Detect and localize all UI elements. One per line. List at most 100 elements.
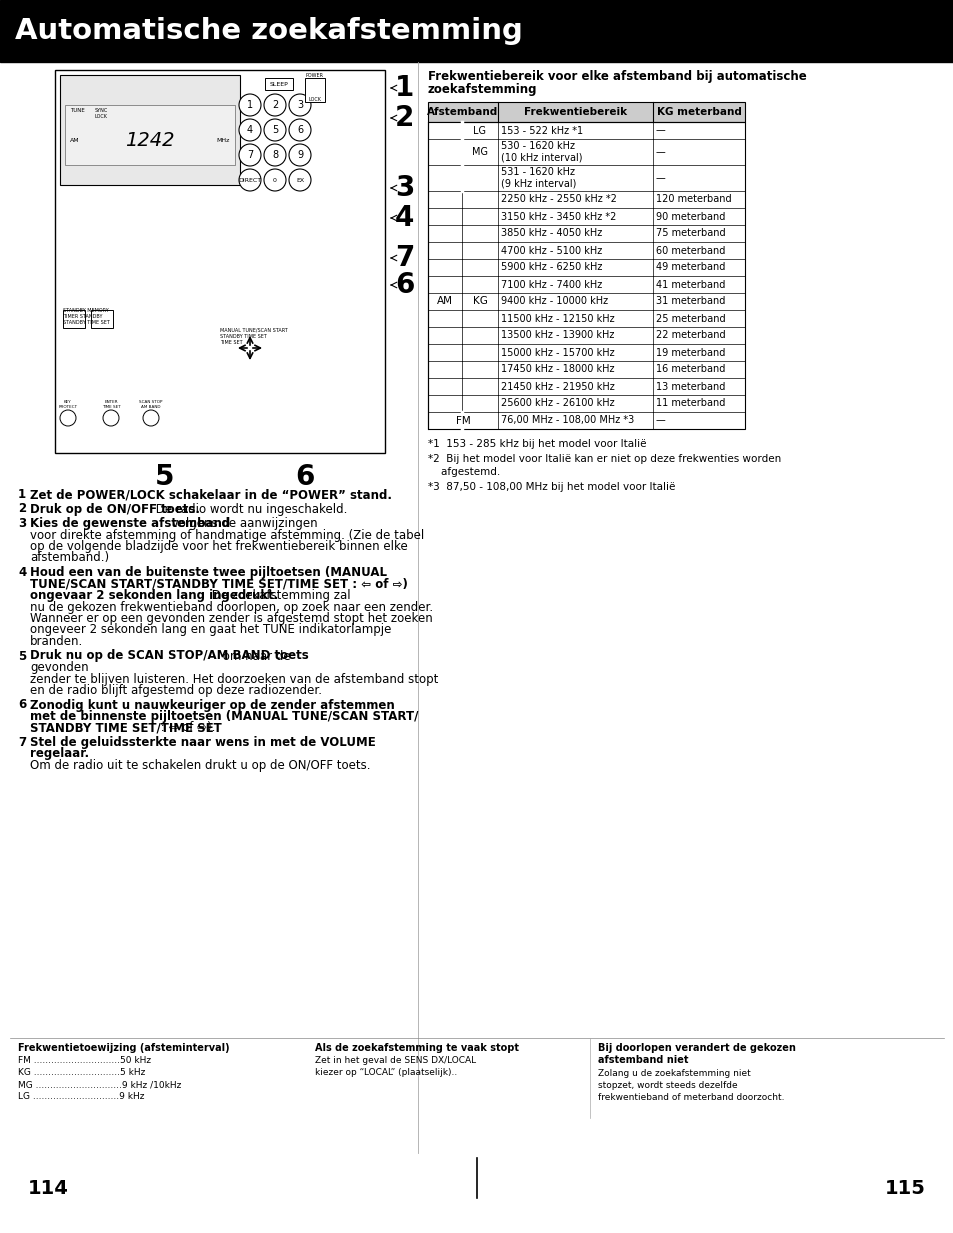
Text: gevonden: gevonden [30,661,89,674]
Text: —: — [656,173,665,182]
Text: 1: 1 [18,488,26,501]
Text: 7: 7 [247,150,253,160]
Bar [265,78,293,90]
Text: Frekwentiebereik voor elke afstemband bij automatische: Frekwentiebereik voor elke afstemband bi… [428,70,806,83]
Bar [55,70,385,453]
Text: 22 meterband: 22 meterband [656,330,725,340]
Text: 531 - 1620 kHz: 531 - 1620 kHz [500,166,575,178]
Text: 13500 kHz - 13900 kHz: 13500 kHz - 13900 kHz [500,330,614,340]
Text: 16 meterband: 16 meterband [656,365,724,375]
Text: 75 meterband: 75 meterband [656,228,725,238]
Text: en de radio blijft afgestemd op deze radiozender.: en de radio blijft afgestemd op deze rad… [30,684,322,697]
Text: Afstemband: Afstemband [427,107,498,117]
Circle shape [264,144,286,166]
Bar [0,0,953,62]
Text: 49 meterband: 49 meterband [656,263,724,272]
Text: De radio wordt nu ingeschakeld.: De radio wordt nu ingeschakeld. [152,503,348,515]
Text: 25 meterband: 25 meterband [656,313,725,323]
Text: Houd een van de buitenste twee pijltoetsen (MANUAL: Houd een van de buitenste twee pijltoets… [30,566,387,580]
Text: 4700 kHz - 5100 kHz: 4700 kHz - 5100 kHz [500,245,601,255]
Text: 153 - 522 kHz *1: 153 - 522 kHz *1 [500,126,582,136]
Text: 1: 1 [247,100,253,110]
Text: Automatische zoekafstemming: Automatische zoekafstemming [15,17,522,44]
Text: Om de radio uit te schakelen drukt u op de ON/OFF toets.: Om de radio uit te schakelen drukt u op … [30,760,370,772]
Text: 6: 6 [295,464,314,491]
Text: STANDBY MEMORY
TIMER STANDBY
STANDBY TIME SET: STANDBY MEMORY TIMER STANDBY STANDBY TIM… [63,308,110,326]
Circle shape [239,144,261,166]
Text: 7100 kHz - 7400 kHz: 7100 kHz - 7400 kHz [500,280,601,290]
Text: KG ..............................5 kHz: KG ..............................5 kHz [18,1068,145,1076]
Text: MANUAL TUNE/SCAN START
STANDBY TIME SET
TIME SET: MANUAL TUNE/SCAN START STANDBY TIME SET … [220,328,288,344]
Text: LG: LG [473,126,486,136]
Text: afstemband.): afstemband.) [30,551,109,565]
Text: 21450 kHz - 21950 kHz: 21450 kHz - 21950 kHz [500,381,614,392]
Text: 19 meterband: 19 meterband [656,348,724,358]
Text: LOCK: LOCK [308,97,321,102]
Text: 3: 3 [18,517,26,530]
Text: zoekafstemming: zoekafstemming [428,83,537,96]
Circle shape [143,411,159,425]
Text: (9 kHz interval): (9 kHz interval) [500,178,576,187]
Text: volgens de aanwijzingen: volgens de aanwijzingen [168,517,317,530]
Bar [65,105,234,165]
Text: EX: EX [295,178,304,182]
Text: KG meterband: KG meterband [656,107,740,117]
Text: op de volgende bladzijde voor het frekwentiebereik binnen elke: op de volgende bladzijde voor het frekwe… [30,540,407,552]
Text: 25600 kHz - 26100 kHz: 25600 kHz - 26100 kHz [500,398,614,408]
Circle shape [289,94,311,116]
Text: 6: 6 [395,271,414,298]
Text: LG ..............................9 kHz: LG ..............................9 kHz [18,1092,144,1101]
Text: *3  87,50 - 108,00 MHz bij het model voor Italië: *3 87,50 - 108,00 MHz bij het model voor… [428,482,675,492]
Text: Frekwentiebereik: Frekwentiebereik [523,107,626,117]
Circle shape [103,411,119,425]
Text: ongeveer 2 sekonden lang en gaat het TUNE indikatorlampje: ongeveer 2 sekonden lang en gaat het TUN… [30,624,391,636]
Text: 5: 5 [18,650,27,662]
Text: Druk op de ON/OFF toets.: Druk op de ON/OFF toets. [30,503,200,515]
Text: Wanneer er op een gevonden zender is afgestemd stopt het zoeken: Wanneer er op een gevonden zender is afg… [30,612,433,625]
Text: 5: 5 [272,125,278,134]
Circle shape [239,94,261,116]
Text: 1242: 1242 [125,131,174,149]
Text: 5900 kHz - 6250 kHz: 5900 kHz - 6250 kHz [500,263,601,272]
Text: 13 meterband: 13 meterband [656,381,724,392]
Text: *1  153 - 285 kHz bij het model voor Italië: *1 153 - 285 kHz bij het model voor Ital… [428,439,646,449]
Text: Zonodig kunt u nauwkeuriger op de zender afstemmen: Zonodig kunt u nauwkeuriger op de zender… [30,699,395,711]
Text: 2: 2 [18,503,26,515]
Text: 6: 6 [296,125,303,134]
Circle shape [289,120,311,141]
Text: —: — [656,147,665,157]
Bar [60,75,240,185]
Circle shape [239,169,261,191]
Text: om naar de: om naar de [218,650,290,662]
Text: 120 meterband: 120 meterband [656,195,731,205]
Text: TUNE: TUNE [70,109,85,113]
Text: 4: 4 [18,566,27,580]
Bar [428,122,461,191]
Text: 2: 2 [395,104,414,132]
Text: 7: 7 [18,736,26,748]
Text: 3: 3 [395,174,414,202]
Text: AM: AM [436,296,453,307]
Text: —: — [656,126,665,136]
Text: SLEEP: SLEEP [270,81,288,86]
Text: 115: 115 [884,1179,925,1197]
Text: Stel de geluidssterkte naar wens in met de VOLUME: Stel de geluidssterkte naar wens in met … [30,736,375,748]
Circle shape [60,411,76,425]
Circle shape [264,120,286,141]
Text: : ⇦ of ⇨).: : ⇦ of ⇨). [157,721,215,735]
Text: 3850 kHz - 4050 kHz: 3850 kHz - 4050 kHz [500,228,601,238]
Text: DIRECT: DIRECT [238,178,261,182]
Text: Frekwentietoewijzing (afsteminterval): Frekwentietoewijzing (afsteminterval) [18,1043,230,1053]
Text: SCAN STOP
AM BAND: SCAN STOP AM BAND [139,399,163,408]
Text: 90 meterband: 90 meterband [656,212,724,222]
Text: AM: AM [70,138,79,143]
Circle shape [264,169,286,191]
Text: SYNC
LOCK: SYNC LOCK [95,109,108,118]
Text: 2: 2 [272,100,278,110]
Text: 7: 7 [395,244,414,272]
Text: 11500 kHz - 12150 kHz: 11500 kHz - 12150 kHz [500,313,614,323]
Text: 15000 kHz - 15700 kHz: 15000 kHz - 15700 kHz [500,348,614,358]
Text: 4: 4 [247,125,253,134]
Text: 17450 kHz - 18000 kHz: 17450 kHz - 18000 kHz [500,365,614,375]
Text: *2  Bij het model voor Italië kan er niet op deze frekwenties worden
    afgeste: *2 Bij het model voor Italië kan er niet… [428,454,781,477]
